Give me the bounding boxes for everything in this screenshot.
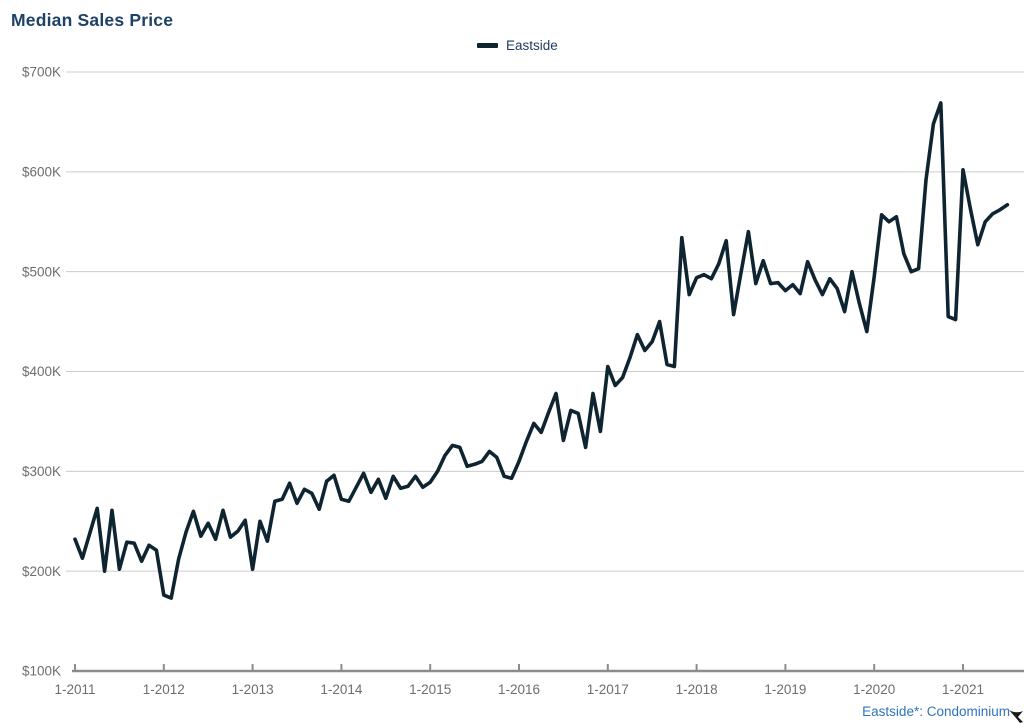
- legend[interactable]: Eastside: [477, 38, 558, 53]
- y-axis-label: $600K: [22, 164, 61, 179]
- x-axis-label: 1-2011: [54, 682, 95, 697]
- x-axis-label: 1-2019: [764, 682, 806, 697]
- x-axis-label: 1-2016: [498, 682, 540, 697]
- x-axis-label: 1-2014: [320, 682, 363, 697]
- cursor-icon: [1009, 710, 1023, 723]
- y-axis-label: $300K: [22, 464, 61, 479]
- y-axis-label: $700K: [22, 65, 61, 80]
- x-axis-label: 1-2013: [232, 682, 274, 697]
- y-axis-label: $500K: [22, 264, 61, 279]
- price-line-eastside[interactable]: [73, 101, 1010, 600]
- x-axis-label: 1-2012: [143, 682, 185, 697]
- x-axis-label: 1-2020: [853, 682, 895, 697]
- chart-title: Median Sales Price: [11, 10, 174, 30]
- legend-line-swatch: [477, 43, 498, 48]
- x-axis-label: 1-2015: [409, 682, 451, 697]
- y-axis-label: $100K: [22, 664, 61, 679]
- footnote: Eastside*: Condominium: [862, 704, 1010, 719]
- y-axis-label: $400K: [22, 364, 61, 379]
- legend-label: Eastside: [506, 38, 558, 53]
- x-axis-label: 1-2018: [676, 682, 718, 697]
- x-axis-label: 1-2021: [942, 682, 984, 697]
- y-axis-label: $200K: [22, 564, 61, 579]
- x-axis-label: 1-2017: [587, 682, 629, 697]
